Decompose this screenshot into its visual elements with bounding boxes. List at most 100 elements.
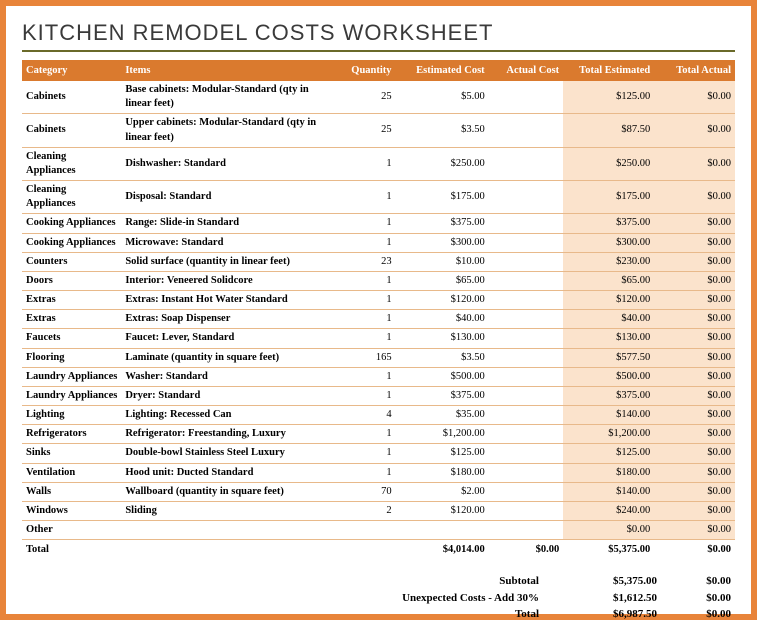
cell-act [489,501,564,520]
summary-label: Unexpected Costs - Add 30% [289,590,569,607]
cell-tot-act: $0.00 [654,81,735,114]
cell-act [489,348,564,367]
cell-category: Flooring [22,348,121,367]
cell-tot-est: $65.00 [563,271,654,290]
cell-act [489,271,564,290]
cell-category: Cooking Appliances [22,214,121,233]
cell-item: Dryer: Standard [121,386,338,405]
table-row: Cooking AppliancesRange: Slide-in Standa… [22,214,735,233]
cell-category: Laundry Appliances [22,367,121,386]
cell-tot-est: $87.50 [563,114,654,147]
table-row: CabinetsBase cabinets: Modular-Standard … [22,81,735,114]
cell-act [489,406,564,425]
table-row: ExtrasExtras: Soap Dispenser1$40.00$40.0… [22,310,735,329]
cell-item: Disposal: Standard [121,181,338,214]
cell-item: Upper cabinets: Modular-Standard (qty in… [121,114,338,147]
cell-item: Range: Slide-in Standard [121,214,338,233]
cell-item: Base cabinets: Modular-Standard (qty in … [121,81,338,114]
cell-category: Walls [22,482,121,501]
cell-category: Lighting [22,406,121,425]
cell-item: Dishwasher: Standard [121,147,338,180]
cell-tot-act: $0.00 [654,406,735,425]
table-row: Cleaning AppliancesDisposal: Standard1$1… [22,181,735,214]
table-row: VentilationHood unit: Ducted Standard1$1… [22,463,735,482]
cell-tot-est: $240.00 [563,501,654,520]
cell-item: Interior: Veneered Solidcore [121,271,338,290]
cell-est: $500.00 [396,367,489,386]
cell-qty: 23 [339,252,396,271]
cell-est: $250.00 [396,147,489,180]
cell-category: Cabinets [22,81,121,114]
cell-category: Ventilation [22,463,121,482]
table-row: SinksDouble-bowl Stainless Steel Luxury1… [22,444,735,463]
cell-tot-est: $577.50 [563,348,654,367]
cell-tot-est: $125.00 [563,81,654,114]
worksheet-frame: KITCHEN REMODEL COSTS WORKSHEET Category… [0,0,757,620]
cell-tot-act: $0.00 [654,348,735,367]
cell-tot-act: $0.00 [654,181,735,214]
cell-tot-act: $0.00 [654,291,735,310]
cell-qty: 1 [339,233,396,252]
cell-tot-act: $0.00 [654,367,735,386]
cell-qty: 1 [339,214,396,233]
cell-act [489,181,564,214]
table-row: CountersSolid surface (quantity in linea… [22,252,735,271]
cost-table: Category Items Quantity Estimated Cost A… [22,60,735,559]
header-row: Category Items Quantity Estimated Cost A… [22,60,735,81]
table-row: WindowsSliding2$120.00 $240.00$0.00 [22,501,735,520]
cell-tot-est: $300.00 [563,233,654,252]
cell-item: Refrigerator: Freestanding, Luxury [121,425,338,444]
cell-item: Microwave: Standard [121,233,338,252]
cell-qty: 1 [339,425,396,444]
cell-est: $125.00 [396,444,489,463]
cell-est: $3.50 [396,348,489,367]
cell-tot-act: $0.00 [654,482,735,501]
cell-category: Refrigerators [22,425,121,444]
cell-category: Windows [22,501,121,520]
cell-tot-act: $0.00 [654,252,735,271]
cell-act [489,521,564,540]
cell-category: Cleaning Appliances [22,147,121,180]
table-row: Laundry AppliancesDryer: Standard1$375.0… [22,386,735,405]
cell-item: Laminate (quantity in square feet) [121,348,338,367]
cell-est [396,521,489,540]
cell-item: Sliding [121,501,338,520]
cell-tot-act: $0.00 [654,501,735,520]
cell-tot-est: $230.00 [563,252,654,271]
cell-total-act: $0.00 [489,540,564,560]
cell-act [489,444,564,463]
summary-row-subtotal: Subtotal $5,375.00 $0.00 [22,573,735,590]
cell-qty: 4 [339,406,396,425]
cell-category: Cabinets [22,114,121,147]
cell-tot-est: $1,200.00 [563,425,654,444]
table-row: Cooking AppliancesMicrowave: Standard1$3… [22,233,735,252]
summary-label: Total [289,606,569,623]
col-items: Items [121,60,338,81]
cell-qty [339,521,396,540]
page-title: KITCHEN REMODEL COSTS WORKSHEET [22,20,735,46]
table-row: Other$0.00$0.00 [22,521,735,540]
cell-act [489,147,564,180]
cell-qty: 1 [339,386,396,405]
cell-est: $120.00 [396,291,489,310]
cell-act [489,425,564,444]
cell-act [489,386,564,405]
cell-tot-est: $40.00 [563,310,654,329]
cell-tot-act: $0.00 [654,463,735,482]
table-row: DoorsInterior: Veneered Solidcore1$65.00… [22,271,735,290]
summary-row-unexpected: Unexpected Costs - Add 30% $1,612.50 $0.… [22,590,735,607]
col-quantity: Quantity [339,60,396,81]
cell-item: Hood unit: Ducted Standard [121,463,338,482]
cell-est: $2.00 [396,482,489,501]
table-row: FlooringLaminate (quantity in square fee… [22,348,735,367]
cell-qty: 1 [339,181,396,214]
cell-category: Cleaning Appliances [22,181,121,214]
cell-tot-est: $375.00 [563,214,654,233]
cell-qty: 1 [339,463,396,482]
cell-est: $300.00 [396,233,489,252]
cell-est: $120.00 [396,501,489,520]
cell-tot-est: $250.00 [563,147,654,180]
cell-est: $375.00 [396,386,489,405]
cell-qty: 2 [339,501,396,520]
cell-item: Wallboard (quantity in square feet) [121,482,338,501]
